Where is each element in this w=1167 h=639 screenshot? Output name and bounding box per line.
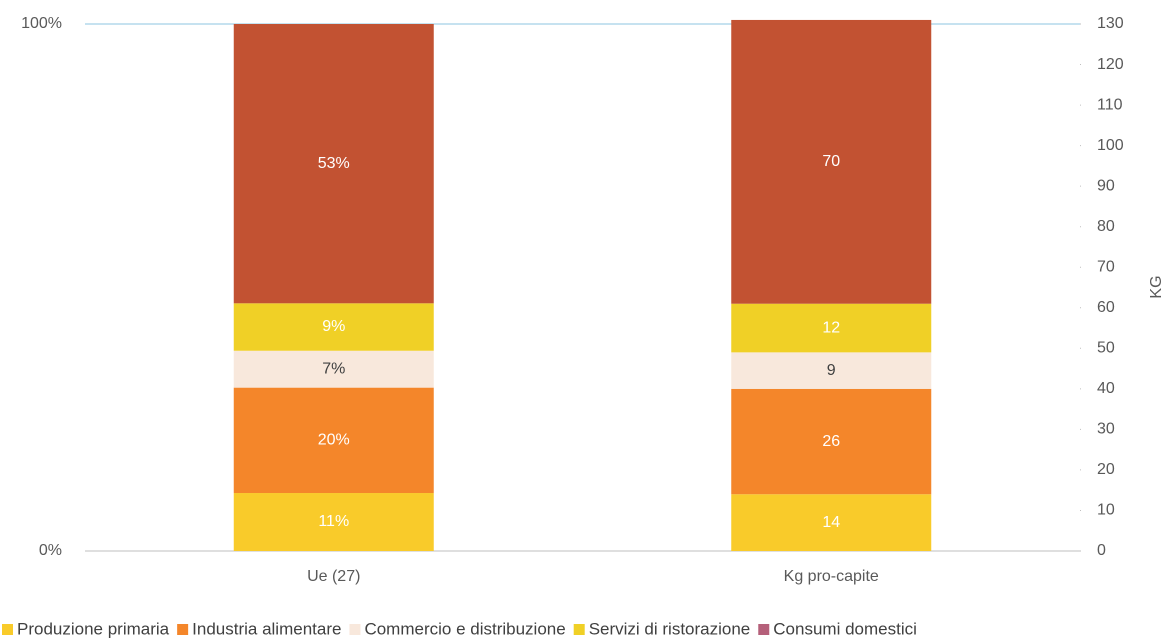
y2-tick-label: 80	[1097, 218, 1115, 235]
legend-swatch	[2, 624, 13, 635]
legend-swatch	[177, 624, 189, 635]
data-label: 11%	[318, 513, 349, 530]
bar-segment	[731, 19, 932, 304]
y2-tick-label: 30	[1097, 421, 1115, 438]
legend-swatch	[349, 624, 361, 635]
data-label: 70	[822, 153, 840, 170]
bar-segment	[731, 352, 932, 389]
bar-segment	[731, 303, 932, 353]
legend-label: Consumi domestici	[773, 619, 917, 638]
y2-tick-label: 60	[1097, 299, 1115, 316]
x-tick-label: Ue (27)	[307, 568, 360, 585]
legend-label: Commercio e distribuzione	[364, 619, 565, 638]
bar-segment	[233, 303, 434, 351]
data-label: 12	[822, 319, 840, 336]
legend-swatch	[758, 624, 770, 635]
bar-segment	[731, 494, 932, 551]
data-label: 14	[822, 514, 840, 531]
data-label: 9	[827, 362, 836, 379]
y2-tick-label: 90	[1097, 177, 1115, 194]
legend-label: Produzione primaria	[17, 619, 170, 638]
data-label: 26	[822, 433, 840, 450]
legend-label: Industria alimentare	[192, 619, 341, 638]
data-label: 7%	[322, 360, 345, 377]
bar-segment	[233, 387, 434, 494]
y2-axis-label: KG	[1148, 275, 1165, 298]
bar-segment	[233, 493, 434, 551]
x-tick-label: Kg pro-capite	[784, 568, 879, 585]
legend-label: Servizi di ristorazione	[589, 619, 751, 638]
y2-tick-label: 0	[1097, 542, 1106, 559]
data-label: 9%	[322, 318, 345, 335]
bar-segment	[731, 388, 932, 495]
y2-tick-label: 110	[1097, 96, 1123, 113]
bar-segment	[233, 24, 434, 304]
y2-tick-label: 100	[1097, 137, 1124, 154]
y2-tick-label: 70	[1097, 258, 1115, 275]
legend-swatch	[573, 624, 585, 635]
bar-segment	[233, 350, 434, 388]
y2-tick-label: 120	[1097, 56, 1124, 73]
y2-tick-label: 50	[1097, 340, 1115, 357]
y2-tick-label: 10	[1097, 502, 1115, 519]
data-label: 20%	[318, 432, 350, 449]
y-tick-label: 0%	[39, 542, 62, 559]
y2-tick-label: 20	[1097, 461, 1115, 478]
y2-tick-label: 40	[1097, 380, 1115, 397]
data-label: 53%	[318, 155, 350, 172]
y-tick-label: 100%	[21, 15, 62, 32]
y2-tick-label: 130	[1097, 15, 1124, 32]
